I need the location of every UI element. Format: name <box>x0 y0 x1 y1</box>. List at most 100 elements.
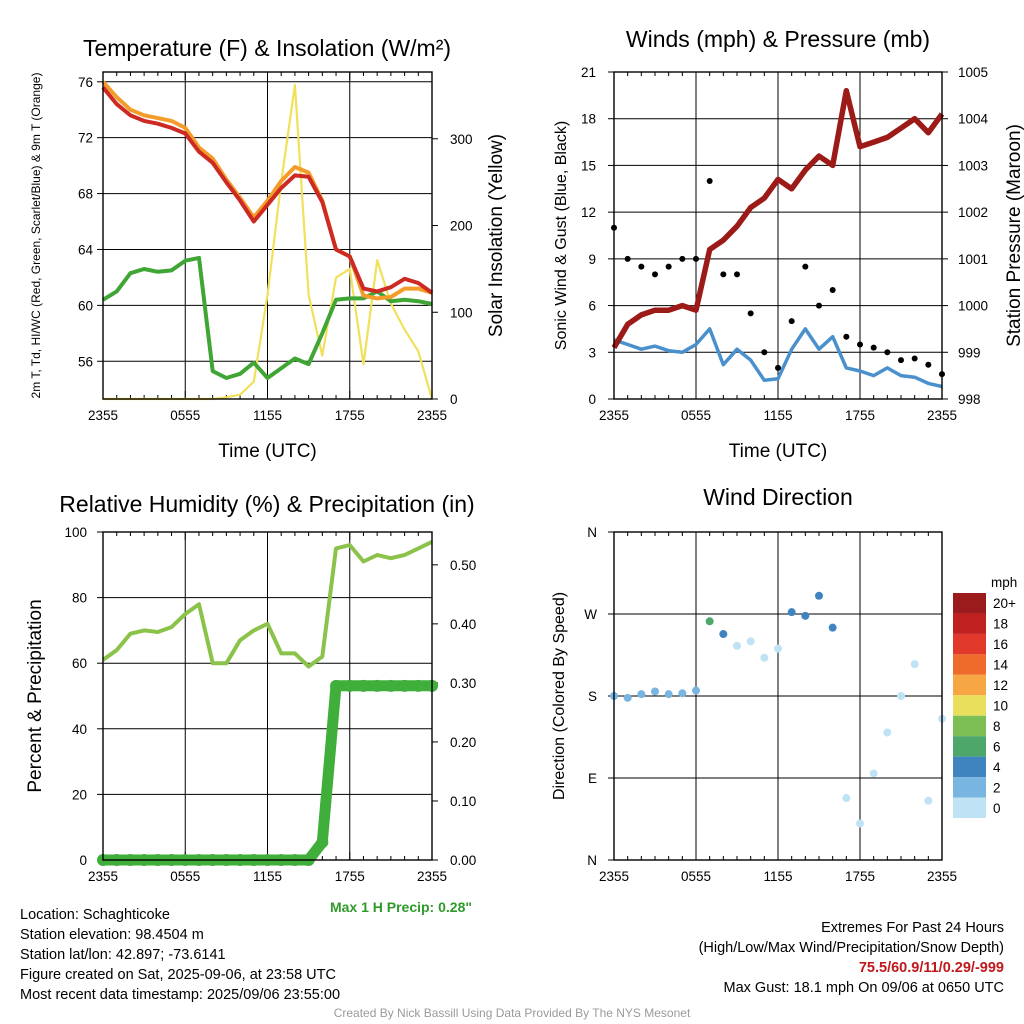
direction-point <box>774 644 782 653</box>
direction-point <box>719 630 728 639</box>
y-right-tick-label: 1003 <box>958 158 988 173</box>
gust-point <box>829 287 836 293</box>
colorbar-swatch <box>953 613 986 634</box>
y-axis-label: Percent & Precipitation <box>25 599 46 792</box>
direction-point <box>678 689 687 698</box>
y-tick-label: 20 <box>72 787 87 802</box>
chart-title: Relative Humidity (%) & Precipitation (i… <box>59 491 474 517</box>
x-tick-label: 2355 <box>417 408 447 423</box>
gust-point <box>788 318 795 325</box>
precip-point <box>316 836 329 849</box>
y-tick-label: 76 <box>78 75 93 90</box>
y-right-tick-label: 0.20 <box>450 735 476 750</box>
x-tick-label: 1155 <box>763 408 792 423</box>
colorbar-swatch <box>953 695 986 716</box>
colorbar-level-label: 4 <box>993 760 1001 775</box>
gust-point <box>884 349 891 356</box>
station-info: Location: Schaghticoke Station elevation… <box>20 905 340 1005</box>
x-tick-label: 2355 <box>417 869 447 884</box>
x-tick-label: 1155 <box>253 408 282 423</box>
x-tick-label: 2355 <box>927 408 957 423</box>
y-tick-label: W <box>584 607 597 622</box>
y-right-tick-label: 0 <box>450 392 458 407</box>
y-right-tick-label: 200 <box>450 219 473 234</box>
gust-point <box>638 263 645 270</box>
gust-point <box>706 178 713 184</box>
x-tick-label: 2355 <box>88 408 118 423</box>
y-tick-label: 3 <box>588 345 596 360</box>
x-tick-label: 1755 <box>845 408 875 423</box>
precip-point <box>357 679 370 692</box>
colorbar-swatch <box>953 777 986 798</box>
recent-text: Most recent data timestamp: 2025/09/06 2… <box>20 987 341 1003</box>
chart-title: Winds (mph) & Pressure (mb) <box>626 26 930 52</box>
credit-text: Created By Nick Bassill Using Data Provi… <box>333 1006 691 1020</box>
created-text: Figure created on Sat, 2025-09-06, at 23… <box>20 967 336 983</box>
y-tick-label: 21 <box>581 65 596 80</box>
gust-point <box>843 333 850 340</box>
colorbar-level-label: 10 <box>993 699 1008 714</box>
y-right-tick-label: 998 <box>958 392 981 407</box>
colorbar-level-label: 12 <box>993 678 1008 693</box>
chart-title: Temperature (F) & Insolation (W/m²) <box>83 35 451 61</box>
series-line-2m-t <box>101 86 434 295</box>
y-tick-label: 40 <box>72 722 87 737</box>
direction-point <box>801 611 810 620</box>
x-tick-label: 1755 <box>845 869 875 884</box>
direction-point <box>760 653 769 662</box>
y-right-tick-label: 0.40 <box>450 617 476 632</box>
elevation-text: Station elevation: 98.4504 m <box>20 927 204 943</box>
plot-border <box>102 71 433 400</box>
y-tick-label: 72 <box>78 131 93 146</box>
x-tick-label: 1755 <box>335 869 365 884</box>
direction-point <box>883 728 892 737</box>
direction-point <box>924 796 933 805</box>
location-text: Location: Schaghticoke <box>20 907 170 923</box>
colorbar-swatch <box>953 674 986 696</box>
panel-2: Winds (mph) & Pressure (mb) 0 3 6 9 12 15 18 21 9… <box>553 26 1024 462</box>
gust-point <box>665 263 672 270</box>
y-tick-label: N <box>587 853 597 868</box>
gust-point <box>624 255 631 262</box>
x-tick-label: 0555 <box>170 869 200 884</box>
direction-point <box>787 608 796 617</box>
y-tick-label: 18 <box>581 112 596 127</box>
precip-point <box>412 679 425 692</box>
colorbar-swatch <box>953 797 986 818</box>
y-tick-label: 12 <box>581 205 596 220</box>
series-line-sonic-wind <box>613 327 943 389</box>
direction-point <box>637 690 646 699</box>
precip-point <box>384 679 397 692</box>
extremes-subtitle: (High/Low/Max Wind/Precipitation/Snow De… <box>698 940 1004 956</box>
y-right-tick-label: 100 <box>450 305 473 320</box>
y-right-tick-label: 0.30 <box>450 676 476 691</box>
series-line-9m-t <box>101 80 433 301</box>
colorbar-level-label: 14 <box>993 658 1009 673</box>
direction-point <box>651 687 659 696</box>
gust-point <box>679 255 686 262</box>
y-axis-label: 2m T, Td, HI/WC (Red, Green, Scarlet/Blu… <box>29 73 43 399</box>
y-right-tick-label: 0.00 <box>450 853 476 868</box>
y-right-tick-label: 999 <box>958 345 981 360</box>
gust-point <box>775 364 781 371</box>
direction-point <box>910 660 919 669</box>
direction-point <box>842 794 851 803</box>
y-tick-label: 0 <box>79 853 87 868</box>
y-right-tick-label: 0.10 <box>450 794 476 809</box>
max-gust-text: Max Gust: 18.1 mph On 09/06 at 0650 UTC <box>723 980 1004 996</box>
x-tick-label: 1755 <box>335 408 365 423</box>
colorbar-level-label: 2 <box>993 780 1001 795</box>
x-axis-label: Time (UTC) <box>729 441 828 462</box>
y-right-axis-label: Station Pressure (Maroon) <box>1004 124 1024 347</box>
series-line-station-pressure <box>611 87 945 349</box>
y-tick-label: 64 <box>78 242 94 257</box>
y-right-tick-label: 1000 <box>958 299 988 314</box>
y-tick-label: 80 <box>72 591 87 606</box>
direction-point <box>856 819 864 828</box>
gust-point <box>911 355 918 362</box>
y-tick-label: 56 <box>78 354 93 369</box>
colorbar-swatch <box>953 654 986 675</box>
x-tick-label: 2355 <box>599 869 629 884</box>
precip-point <box>330 679 343 692</box>
